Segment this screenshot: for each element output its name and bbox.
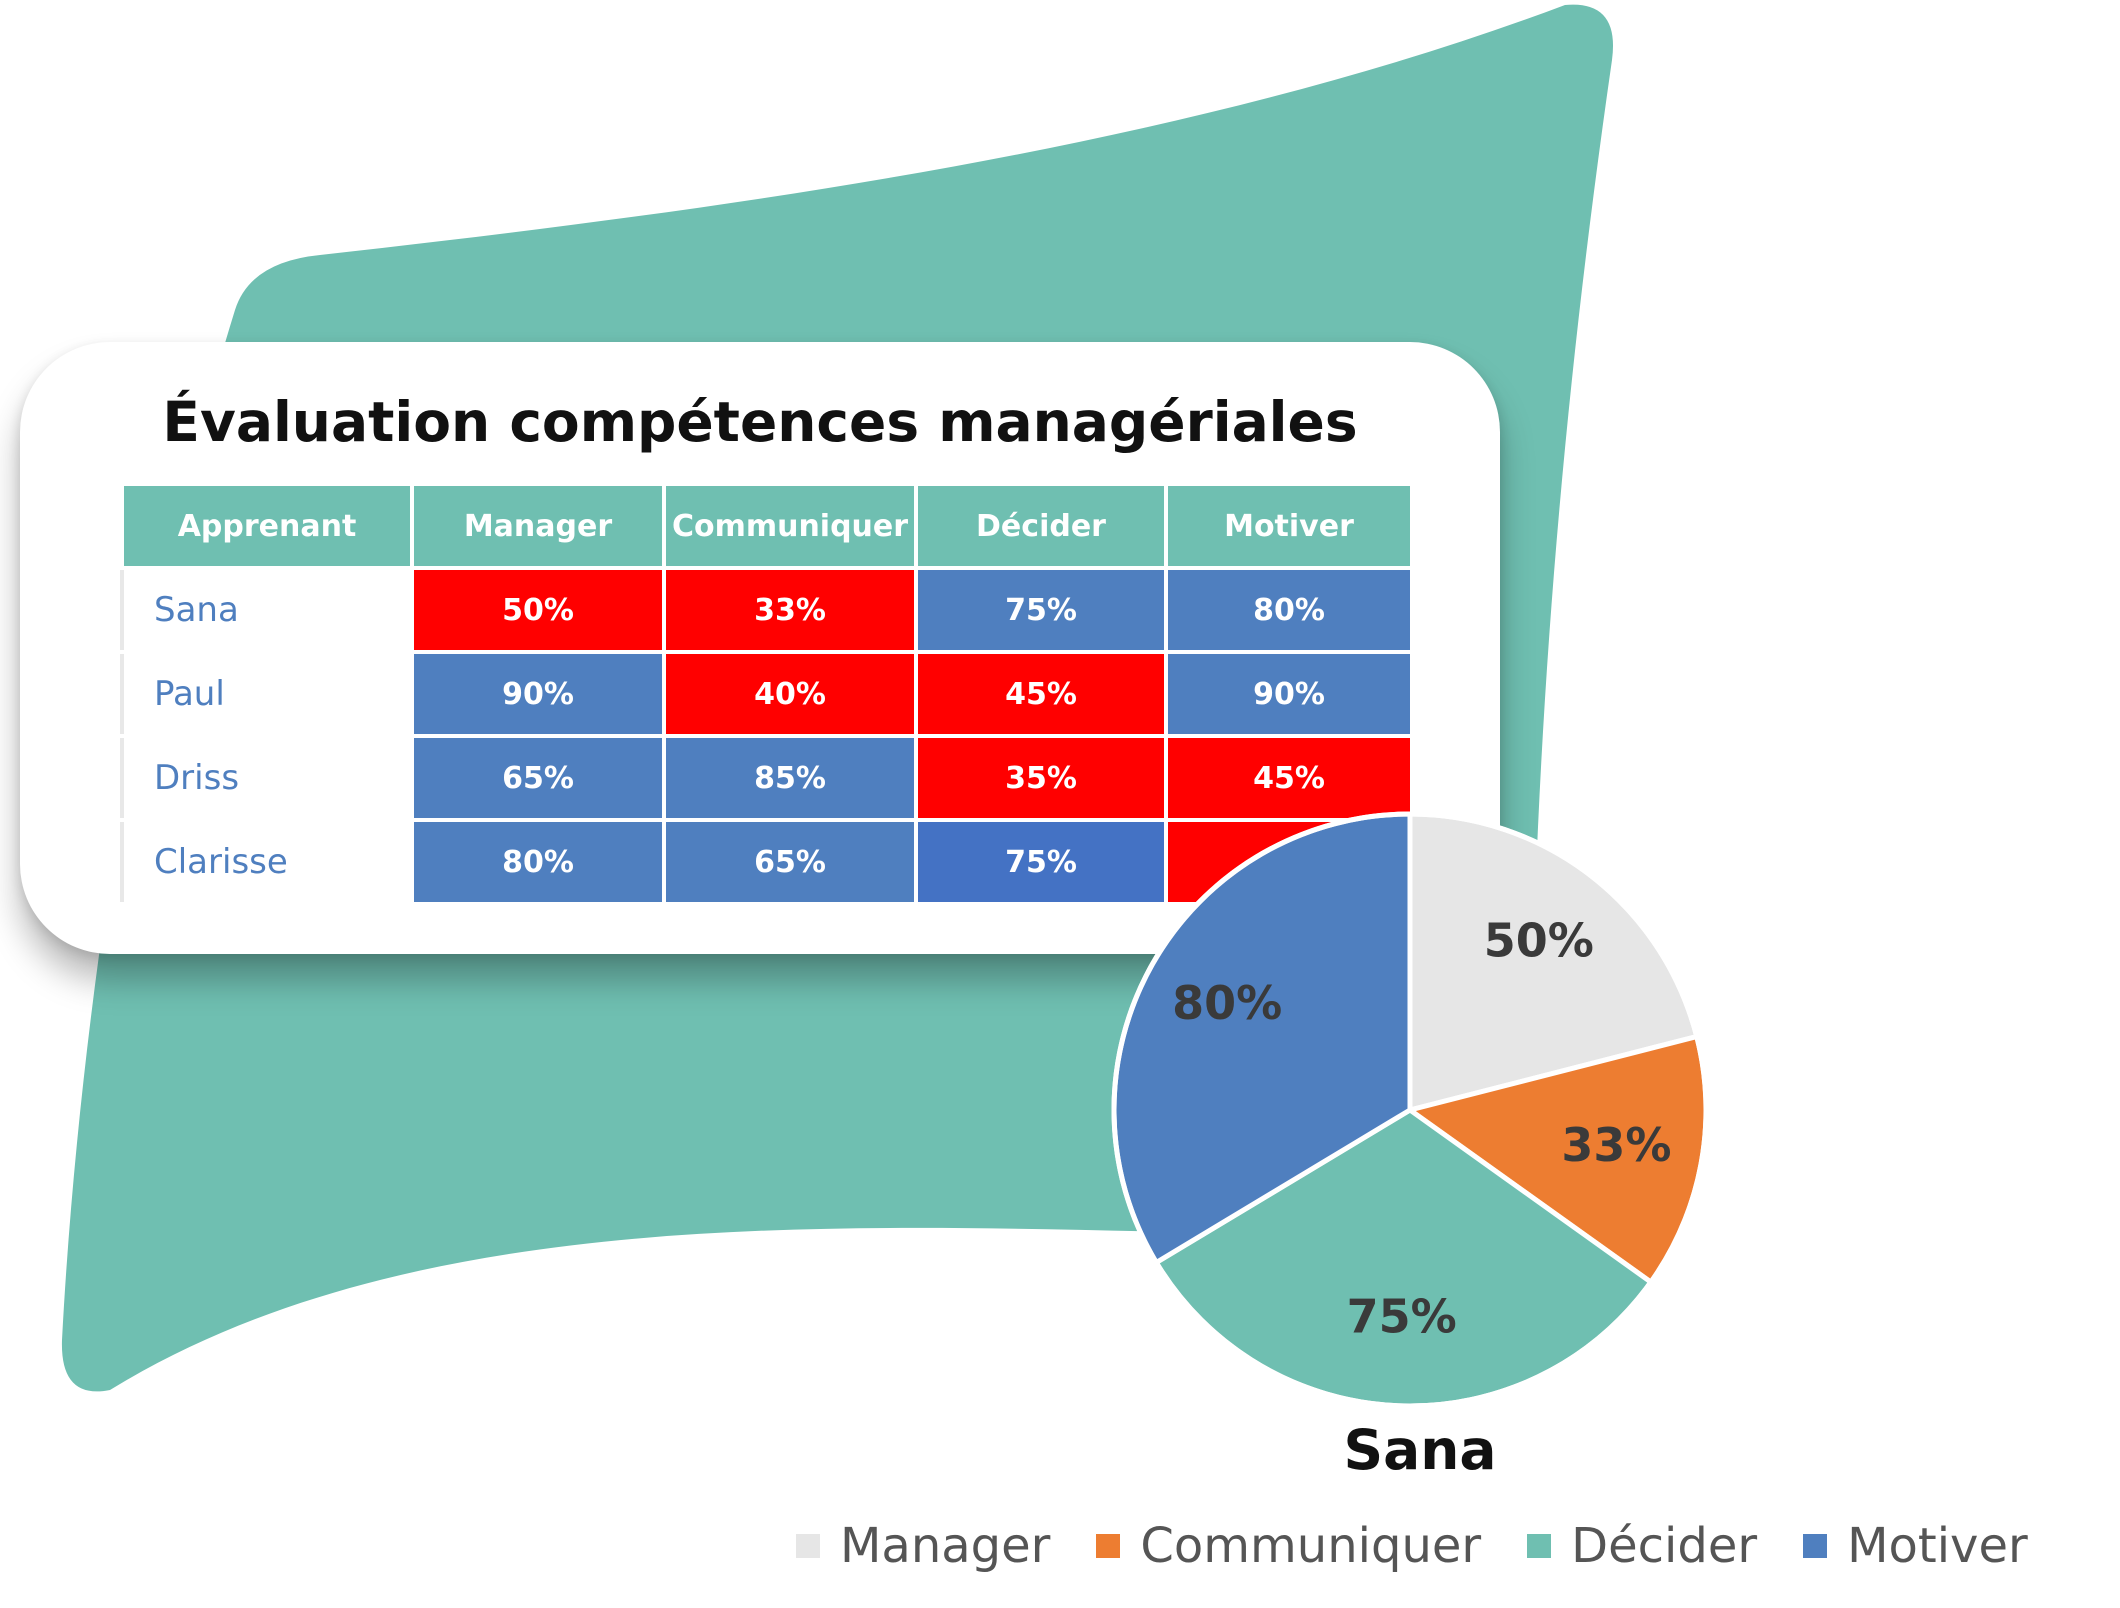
legend-swatch xyxy=(1803,1534,1828,1558)
header-decider: Décider xyxy=(914,482,1168,570)
table-header-row: Apprenant Manager Communiquer Décider Mo… xyxy=(120,482,1414,570)
legend-swatch xyxy=(796,1534,820,1558)
table-row: Driss 65% 85% 35% 45% xyxy=(120,734,1414,822)
pie-slice-label: 80% xyxy=(1172,976,1282,1030)
score-cell: 40% xyxy=(662,650,918,738)
legend-item-manager: Manager xyxy=(796,1518,1050,1574)
pie-slice-label: 50% xyxy=(1484,914,1594,968)
card-title: Évaluation compétences managériales xyxy=(162,390,1358,454)
score-cell: 35% xyxy=(914,734,1168,822)
pie-chart: 50% 33% 75% 80% xyxy=(1111,811,1709,1409)
score-cell: 65% xyxy=(662,818,918,906)
learner-name: Clarisse xyxy=(120,818,414,906)
learner-name: Sana xyxy=(120,566,414,654)
score-cell: 80% xyxy=(410,818,666,906)
score-cell: 65% xyxy=(410,734,666,822)
legend-swatch xyxy=(1527,1534,1552,1558)
header-communiquer: Communiquer xyxy=(662,482,918,570)
pie-slice-label: 75% xyxy=(1347,1289,1457,1343)
table-row: Clarisse 80% 65% 75% xyxy=(120,818,1414,906)
score-cell: 33% xyxy=(662,566,918,654)
chart-legend: Manager Communiquer Décider Motiver xyxy=(796,1516,2074,1576)
pie-chart-title: Sana xyxy=(1343,1418,1497,1482)
table-row: Sana 50% 33% 75% 80% xyxy=(120,566,1414,654)
legend-item-communiquer: Communiquer xyxy=(1096,1518,1481,1574)
pie-outline xyxy=(1111,811,1709,1409)
score-cell: 75% xyxy=(914,818,1168,906)
pie-labels: 50% 33% 75% 80% xyxy=(1172,914,1671,1344)
legend-label: Communiquer xyxy=(1140,1518,1482,1574)
table-row: Paul 90% 40% 45% 90% xyxy=(120,650,1414,738)
legend-label: Décider xyxy=(1571,1518,1758,1574)
evaluation-card: Évaluation compétences managériales Appr… xyxy=(20,342,1500,954)
pie-slices xyxy=(1111,811,1709,1409)
score-cell: 80% xyxy=(1164,566,1414,654)
legend-item-motiver: Motiver xyxy=(1803,1518,2028,1574)
score-cell: 85% xyxy=(662,734,918,822)
header-motiver: Motiver xyxy=(1164,482,1414,570)
learner-name: Driss xyxy=(120,734,414,822)
legend-swatch xyxy=(1096,1534,1121,1558)
score-cell: 45% xyxy=(1164,734,1414,822)
learner-name: Paul xyxy=(120,650,414,738)
score-cell: 75% xyxy=(914,566,1168,654)
legend-item-decider: Décider xyxy=(1527,1518,1757,1574)
score-cell: 45% xyxy=(914,650,1168,738)
score-cell: 90% xyxy=(410,650,666,738)
score-cell: 90% xyxy=(1164,650,1414,738)
evaluation-table: Apprenant Manager Communiquer Décider Mo… xyxy=(120,482,1414,906)
pie-slice-label: 33% xyxy=(1561,1118,1671,1172)
header-apprenant: Apprenant xyxy=(120,482,414,570)
legend-label: Motiver xyxy=(1847,1518,2028,1574)
legend-label: Manager xyxy=(840,1518,1051,1574)
header-manager: Manager xyxy=(410,482,666,570)
score-cell: 50% xyxy=(410,566,666,654)
